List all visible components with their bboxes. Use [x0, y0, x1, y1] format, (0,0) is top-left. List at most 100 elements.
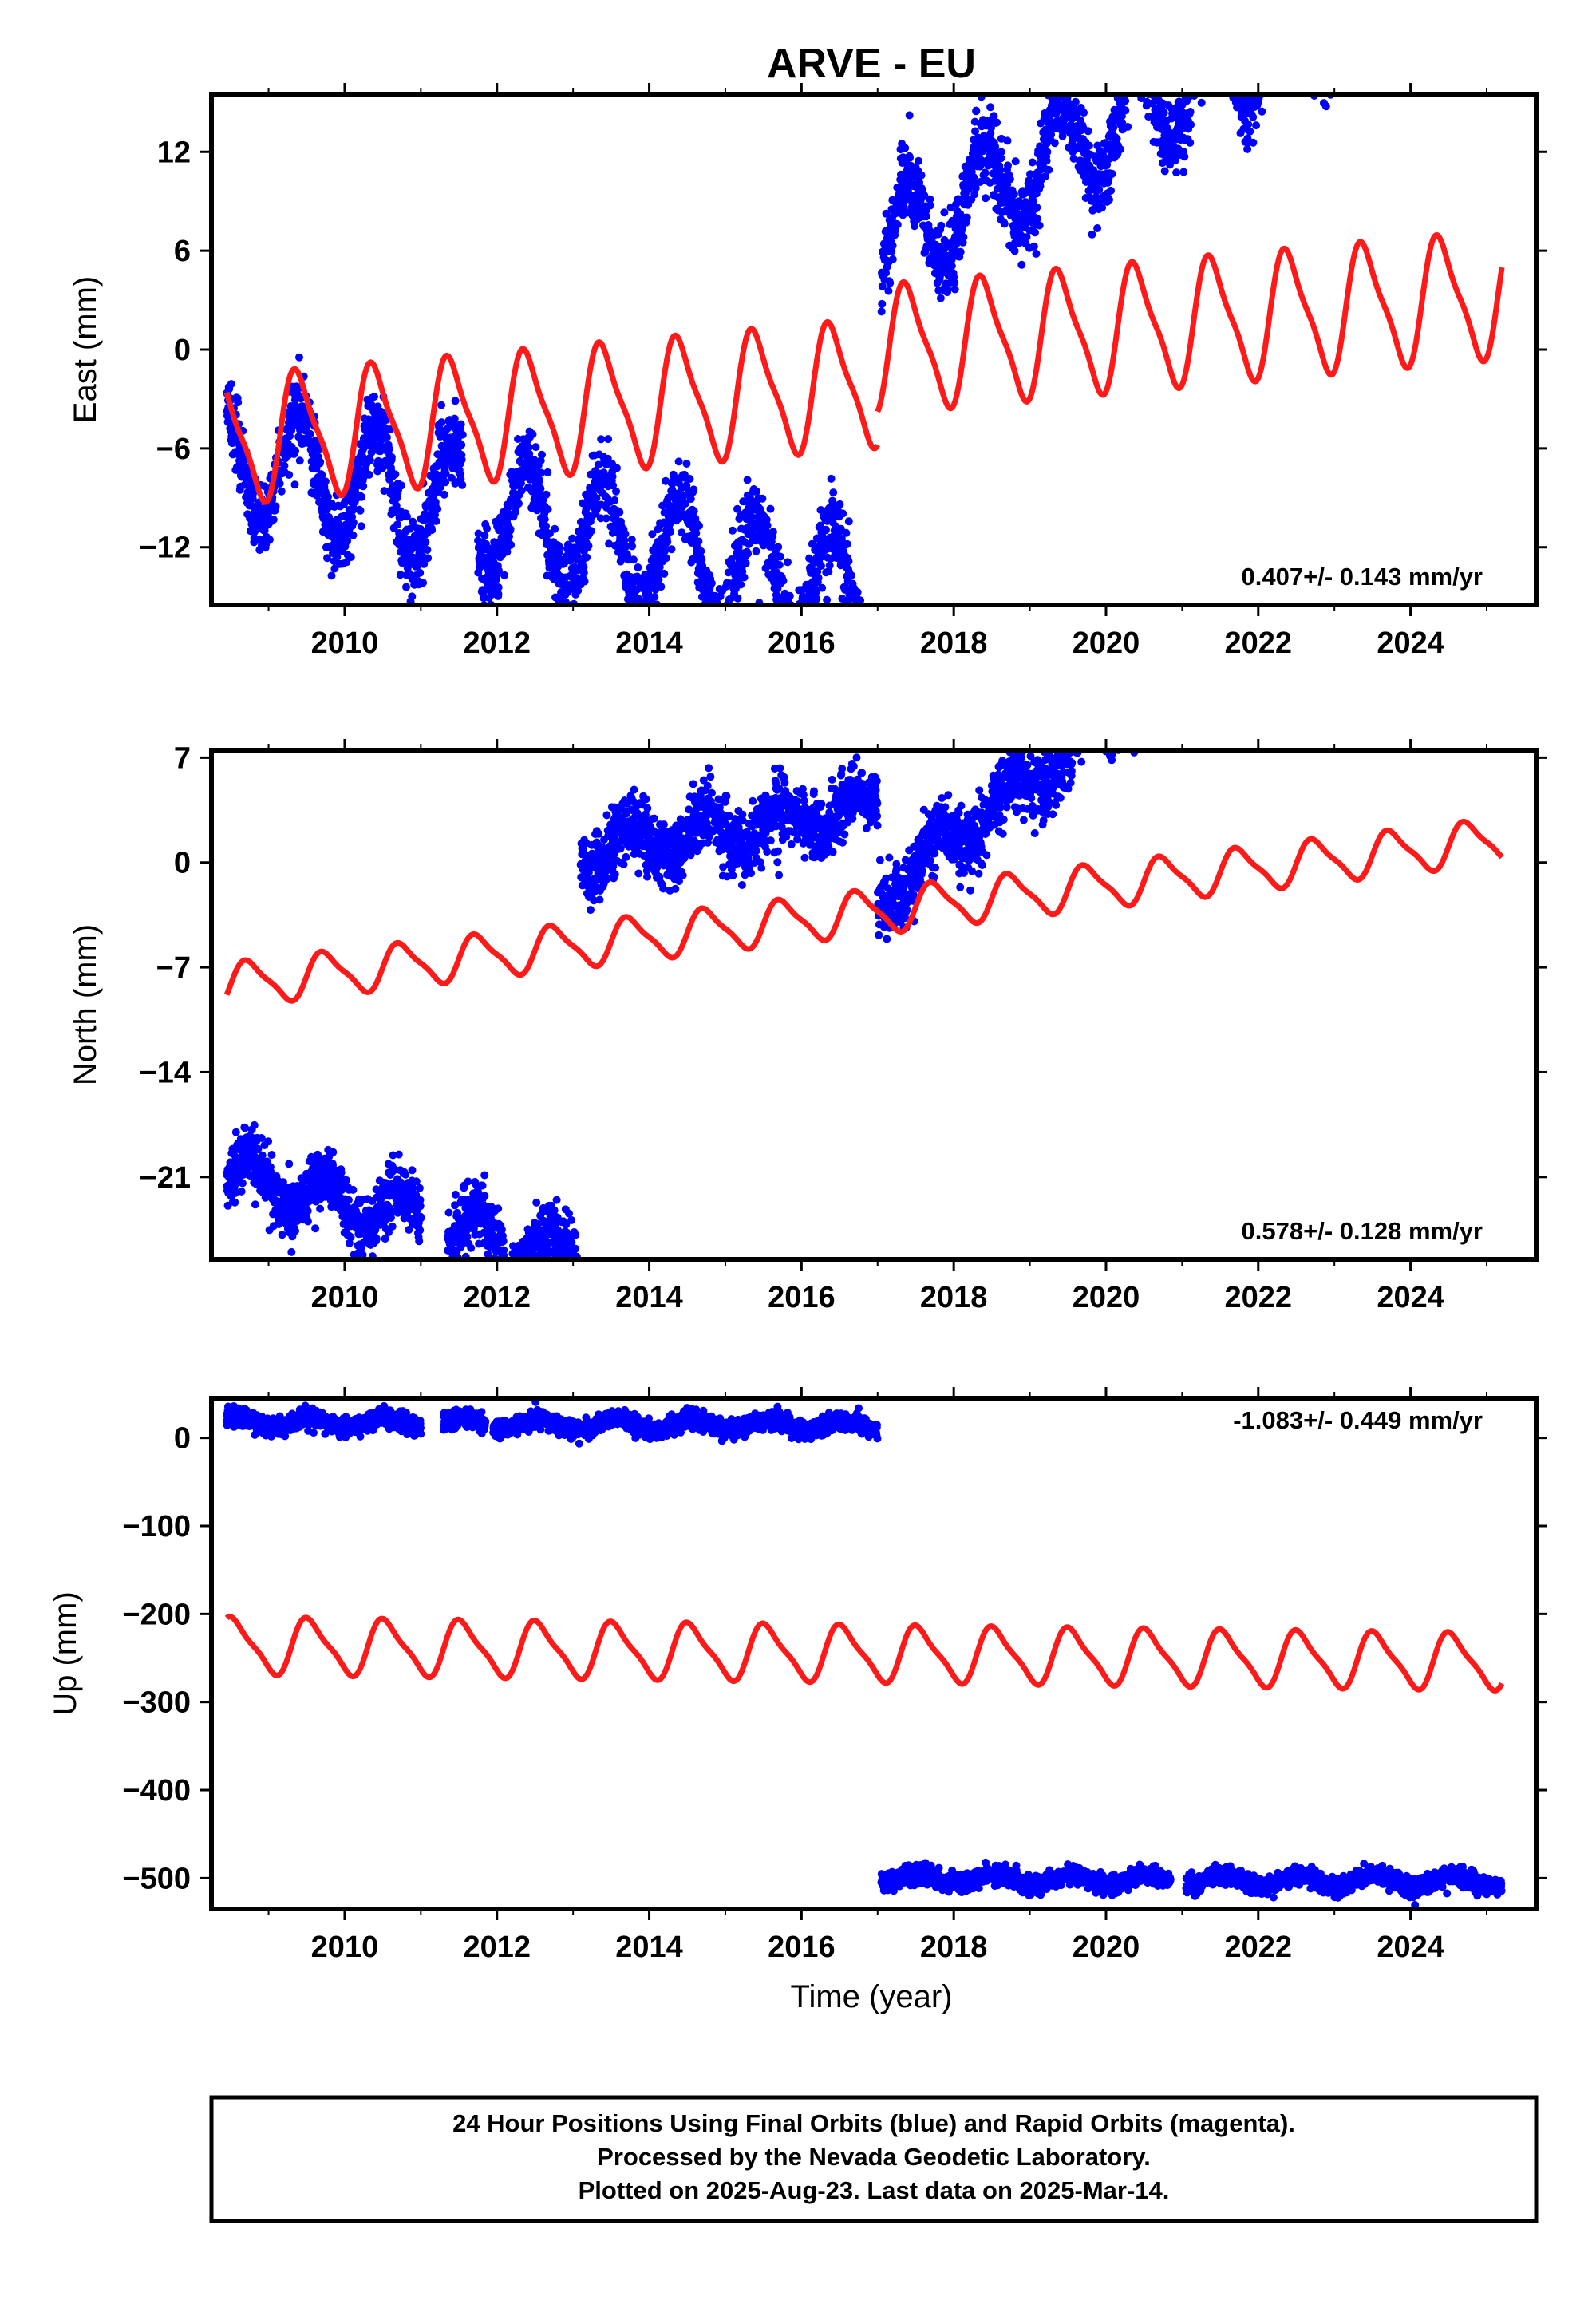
data-point	[1207, 6, 1215, 14]
data-point	[1262, 44, 1270, 52]
data-point	[1276, 3, 1284, 11]
data-point	[721, 614, 729, 622]
data-point	[776, 553, 784, 561]
data-point	[1126, 55, 1134, 63]
data-point	[1147, 82, 1155, 90]
data-point	[1133, 61, 1141, 69]
data-point	[855, 655, 863, 663]
data-point	[729, 615, 737, 623]
data-point	[1306, 22, 1314, 30]
data-point	[1387, 2, 1395, 10]
data-point	[922, 212, 930, 220]
data-point	[1341, 21, 1349, 29]
data-point	[848, 607, 856, 615]
data-point	[1282, 0, 1290, 8]
data-point	[1323, 57, 1331, 65]
data-point	[1222, 62, 1230, 70]
data-point	[720, 617, 728, 625]
data-point	[1120, 62, 1128, 70]
data-point	[1405, 14, 1413, 22]
data-point	[856, 639, 864, 647]
data-point	[1131, 53, 1139, 61]
data-point	[1200, 35, 1208, 43]
data-point	[1219, 22, 1227, 30]
data-point	[1403, 0, 1411, 2]
data-point	[1227, 57, 1235, 65]
data-point	[437, 418, 445, 426]
data-point	[612, 488, 620, 496]
data-point	[1335, 29, 1343, 37]
data-point	[1290, 0, 1298, 6]
data-point	[1217, 1, 1225, 9]
data-point	[993, 119, 1001, 127]
data-point	[637, 615, 645, 623]
data-point	[926, 201, 934, 209]
data-point	[1214, 34, 1222, 41]
data-point	[716, 619, 724, 627]
data-point	[817, 562, 825, 570]
data-point	[1262, 67, 1270, 75]
data-point	[1132, 45, 1140, 53]
data-point	[1274, 30, 1282, 38]
data-point	[1192, 62, 1200, 70]
data-point	[829, 488, 837, 496]
data-point	[780, 577, 788, 585]
data-point	[1130, 79, 1138, 87]
data-point	[452, 397, 460, 405]
data-point	[1117, 65, 1125, 73]
x-tick-label: 2018	[920, 626, 988, 660]
data-point	[1132, 68, 1140, 76]
data-point	[940, 208, 948, 216]
data-point	[1186, 139, 1194, 147]
data-point	[1226, 46, 1234, 54]
data-point	[804, 615, 812, 622]
data-point	[1332, 56, 1340, 64]
data-point	[1004, 136, 1012, 144]
data-point	[1139, 46, 1147, 54]
data-point	[1056, 62, 1064, 70]
data-point	[1147, 73, 1155, 81]
data-point	[1294, 0, 1302, 8]
data-point	[1179, 168, 1187, 176]
data-point	[937, 294, 945, 302]
data-point	[1385, 7, 1393, 15]
data-point	[1316, 65, 1324, 73]
data-point	[1392, 0, 1400, 2]
data-point	[663, 538, 671, 546]
data-point	[1148, 79, 1156, 87]
data-point	[423, 546, 431, 554]
data-point	[1270, 20, 1278, 28]
data-point	[1135, 26, 1143, 34]
data-point	[828, 475, 836, 483]
data-point	[1202, 37, 1210, 45]
data-point	[815, 574, 823, 582]
data-point	[1332, 49, 1340, 57]
data-point	[1317, 47, 1325, 55]
data-point	[859, 617, 867, 625]
data-point	[1132, 47, 1140, 55]
data-point	[1144, 67, 1152, 75]
data-point	[1128, 61, 1136, 69]
data-point	[790, 659, 798, 667]
data-point	[1386, 41, 1394, 49]
data-point	[1479, 2, 1487, 10]
data-point	[1126, 43, 1134, 51]
data-point	[1309, 61, 1317, 69]
data-point	[1331, 66, 1339, 74]
data-point	[1219, 42, 1227, 50]
data-point	[626, 614, 634, 622]
data-point	[1228, 63, 1236, 71]
data-point	[1317, 34, 1325, 42]
data-point	[1343, 0, 1351, 2]
data-point	[1140, 52, 1148, 60]
data-point	[1225, 10, 1233, 18]
data-point	[1135, 68, 1143, 76]
data-point	[350, 519, 358, 527]
east-model-curve	[227, 235, 1502, 503]
data-point	[717, 612, 725, 620]
data-point	[1317, 47, 1325, 55]
data-point	[855, 661, 863, 669]
data-point	[1258, 108, 1266, 116]
y-tick-label: −6	[156, 433, 191, 466]
data-point	[812, 595, 820, 603]
